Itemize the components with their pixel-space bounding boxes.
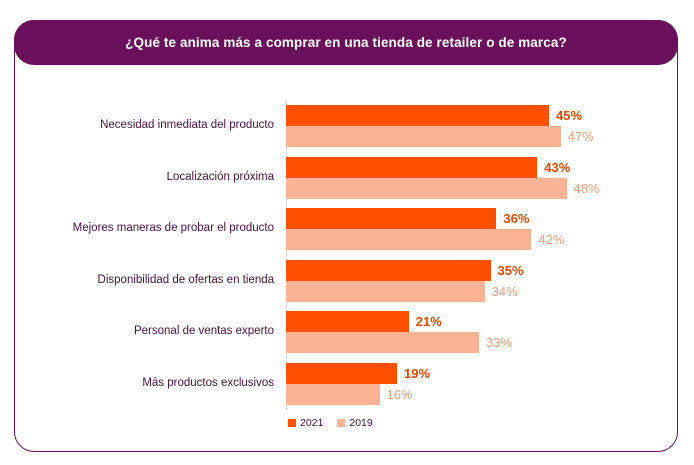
bar-2019: [286, 126, 561, 147]
legend-item-2021: 2021: [288, 417, 323, 429]
category-label: Mejores maneras de probar el producto: [72, 222, 274, 234]
legend-item-2019: 2019: [337, 417, 373, 429]
legend-swatch-2019: [337, 419, 346, 427]
bar-2021: [286, 311, 409, 332]
value-label-2021: 36%: [503, 211, 530, 226]
bar-2021: [286, 156, 538, 178]
legend-swatch-2021: [288, 419, 296, 427]
value-label-2021: 19%: [404, 365, 431, 381]
bar-2019: [286, 229, 532, 250]
value-label-2021: 21%: [415, 314, 442, 329]
bar-2021: [286, 105, 549, 126]
legend-label-2019: 2019: [349, 417, 373, 429]
bar-2021: [286, 362, 398, 384]
bar-2019: [286, 280, 485, 302]
category-label: Localización próxima: [166, 170, 274, 183]
bar-2021: [286, 208, 497, 229]
bar-2019: [286, 332, 479, 353]
category-label: Más productos exclusivos: [142, 376, 274, 389]
value-label-2019: 34%: [491, 283, 518, 299]
value-label-2019: 33%: [485, 335, 512, 350]
value-label-2021: 45%: [556, 108, 583, 123]
value-label-2019: 42%: [538, 232, 565, 247]
legend-label-2021: 2021: [300, 417, 324, 429]
bar-2021: [286, 259, 491, 281]
category-axis-line: [286, 100, 287, 410]
bar-2019: [286, 177, 567, 199]
category-label: Disponibilidad de ofertas en tienda: [97, 273, 274, 286]
chart-title-bar: ¿Qué te anima más a comprar en una tiend…: [14, 20, 678, 65]
category-label: Personal de ventas experto: [133, 325, 274, 337]
value-label-2021: 35%: [497, 262, 524, 278]
legend: 2021 2019: [288, 417, 387, 429]
bar-2019: [286, 383, 380, 405]
value-label-2021: 43%: [544, 159, 571, 175]
value-label-2019: 48%: [573, 180, 600, 196]
value-label-2019: 16%: [386, 386, 413, 402]
value-label-2019: 47%: [567, 129, 594, 144]
chart-title: ¿Qué te anima más a comprar en una tiend…: [125, 35, 567, 50]
category-label: Necesidad inmediata del producto: [100, 119, 274, 131]
